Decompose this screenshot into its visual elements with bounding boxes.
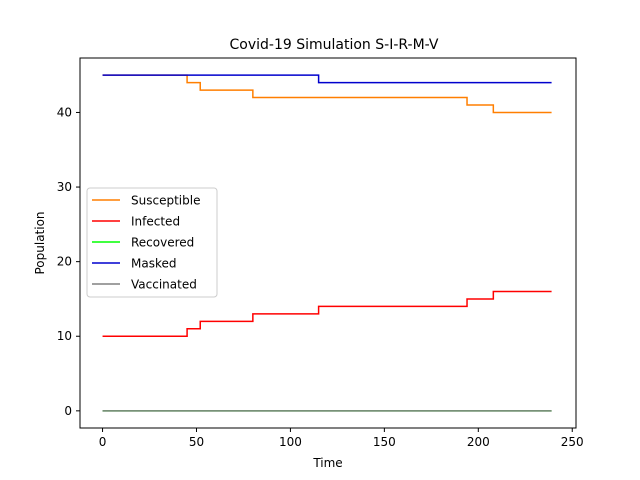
legend-label-recovered: Recovered xyxy=(131,236,194,250)
x-tick-label: 100 xyxy=(279,435,302,449)
x-tick-label: 250 xyxy=(561,435,584,449)
x-tick-label: 150 xyxy=(373,435,396,449)
x-tick-label: 50 xyxy=(189,435,204,449)
x-axis-label: Time xyxy=(312,456,342,470)
legend-box xyxy=(86,187,218,298)
legend: Susceptible Infected Recovered Masked Vaccin… xyxy=(86,187,218,298)
x-tick-label: 0 xyxy=(99,435,107,449)
chart-title: Covid-19 Simulation S-I-R-M-V xyxy=(230,37,439,53)
series-line-susceptible xyxy=(102,74,552,114)
series-line-masked xyxy=(102,74,552,84)
legend-label-masked: Masked xyxy=(131,257,176,271)
y-axis-label: Population xyxy=(33,211,47,274)
legend-label-susceptible: Susceptible xyxy=(131,194,200,208)
plot-frame xyxy=(79,57,577,429)
y-tick-label: 10 xyxy=(57,329,72,343)
series-line-infected xyxy=(102,290,552,337)
x-tick-label: 200 xyxy=(467,435,490,449)
y-tick-label: 30 xyxy=(57,180,72,194)
legend-label-vaccinated: Vaccinated xyxy=(131,278,197,292)
y-tick-label: 20 xyxy=(57,255,72,269)
legend-label-infected: Infected xyxy=(131,215,180,229)
series-layer xyxy=(102,74,552,412)
y-tick-label: 0 xyxy=(64,404,72,418)
y-tick-label: 40 xyxy=(57,105,72,119)
x-axis: 0 50 100 150 200 250 xyxy=(99,428,584,449)
y-axis: 0 10 20 30 40 xyxy=(57,105,80,418)
